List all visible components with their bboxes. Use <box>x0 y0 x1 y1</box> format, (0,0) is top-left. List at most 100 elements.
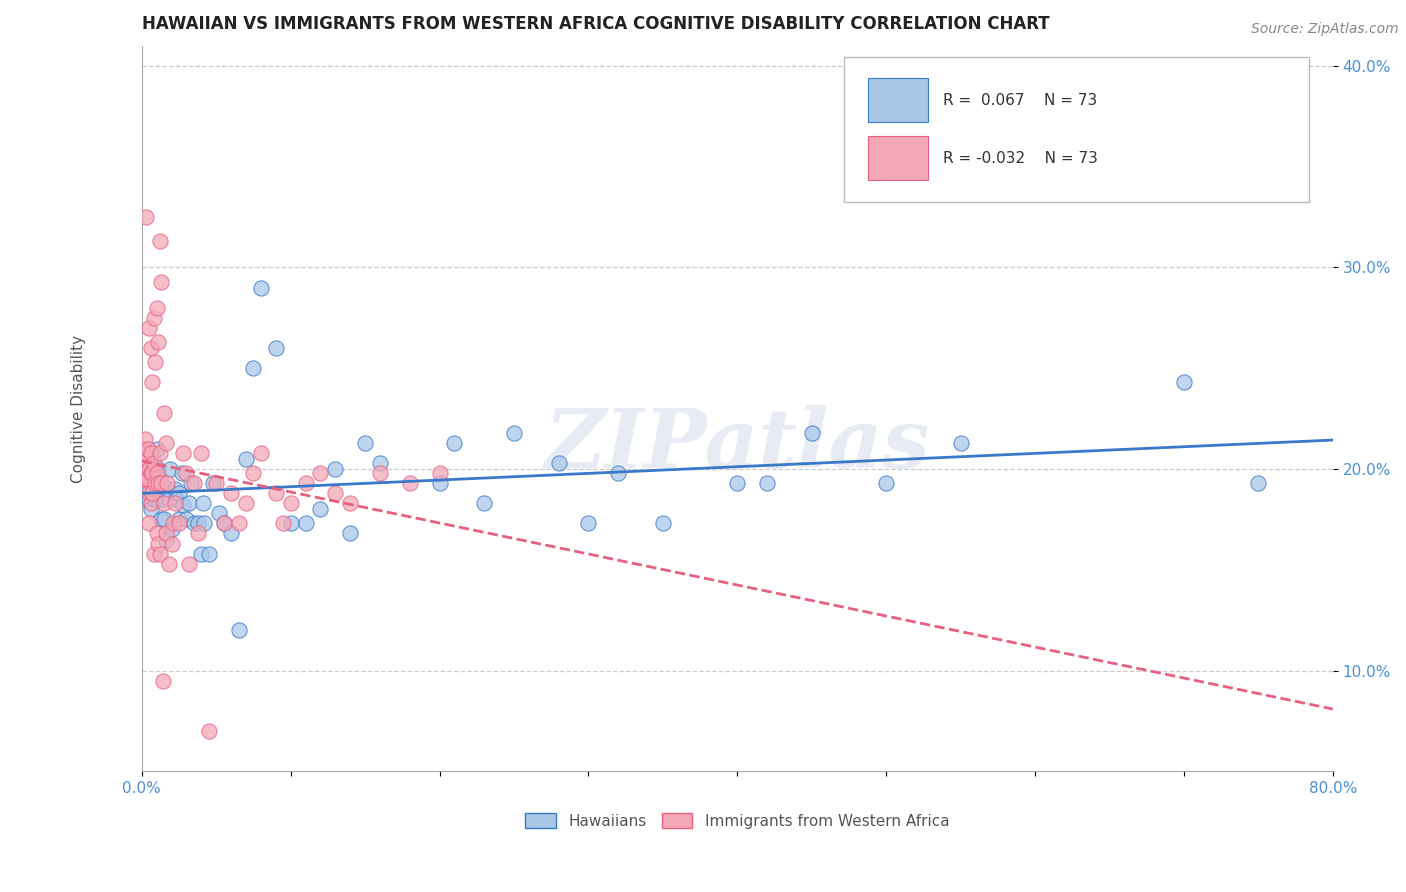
Point <box>146 476 169 491</box>
Point <box>219 526 242 541</box>
Point <box>179 496 201 510</box>
Point <box>197 724 219 739</box>
FancyBboxPatch shape <box>845 56 1309 202</box>
Point <box>235 451 257 466</box>
Point <box>156 476 179 491</box>
Point <box>212 516 235 531</box>
Point <box>280 516 302 531</box>
Point <box>142 462 165 476</box>
Point <box>138 472 160 486</box>
Point <box>145 466 167 480</box>
Legend: Hawaiians, Immigrants from Western Africa: Hawaiians, Immigrants from Western Afric… <box>517 805 956 837</box>
Point <box>250 446 273 460</box>
Point <box>146 462 169 476</box>
Point <box>250 280 273 294</box>
FancyBboxPatch shape <box>869 136 928 180</box>
Point <box>294 476 316 491</box>
Point <box>142 310 165 325</box>
Point <box>429 476 451 491</box>
Point <box>190 547 212 561</box>
Point <box>339 496 361 510</box>
Point <box>139 341 162 355</box>
Point <box>187 526 209 541</box>
Point <box>150 275 173 289</box>
Point <box>208 506 231 520</box>
Y-axis label: Cognitive Disability: Cognitive Disability <box>72 334 86 483</box>
Point <box>146 536 169 550</box>
Text: ZIPatlas: ZIPatlas <box>544 405 929 484</box>
Point <box>578 516 600 531</box>
Point <box>135 482 157 496</box>
Point <box>264 486 287 500</box>
Point <box>547 456 569 470</box>
Point <box>138 492 160 507</box>
Point <box>280 496 302 510</box>
Point <box>235 496 257 510</box>
Point <box>800 425 823 440</box>
Point <box>162 516 184 531</box>
Point <box>163 496 186 510</box>
Point <box>139 466 162 480</box>
Point <box>180 476 202 491</box>
Point <box>167 512 190 526</box>
Point <box>155 526 177 541</box>
Point <box>139 502 162 516</box>
Point <box>146 334 169 349</box>
Point <box>167 516 190 531</box>
Point <box>429 466 451 480</box>
Point <box>176 512 198 526</box>
Point <box>472 496 495 510</box>
Point <box>136 462 159 476</box>
Point <box>183 516 205 531</box>
Point <box>135 451 157 466</box>
Point <box>309 466 332 480</box>
Point <box>135 210 157 224</box>
Point <box>149 234 172 248</box>
Point <box>368 466 391 480</box>
Point <box>443 435 465 450</box>
Point <box>156 482 179 496</box>
Point <box>725 476 748 491</box>
Point <box>141 466 163 480</box>
Point <box>136 472 159 486</box>
Point <box>875 476 897 491</box>
Point <box>172 446 194 460</box>
Point <box>135 451 157 466</box>
Point <box>150 476 173 491</box>
Point <box>190 446 212 460</box>
Point <box>157 492 180 507</box>
Point <box>503 425 526 440</box>
Point <box>294 516 316 531</box>
Point <box>134 492 156 507</box>
Point <box>160 523 183 537</box>
Point <box>212 516 235 531</box>
Point <box>143 476 166 491</box>
Point <box>264 341 287 355</box>
Point <box>138 486 160 500</box>
Point <box>165 492 187 507</box>
Point <box>172 498 194 512</box>
Point <box>141 472 163 486</box>
Point <box>339 526 361 541</box>
Point <box>141 376 163 390</box>
Point <box>142 547 165 561</box>
Point <box>219 486 242 500</box>
Point <box>134 466 156 480</box>
Point <box>136 442 159 456</box>
Point <box>354 435 377 450</box>
Point <box>153 512 176 526</box>
Point <box>135 472 157 486</box>
Text: R =  0.067    N = 73: R = 0.067 N = 73 <box>943 93 1098 108</box>
Point <box>142 456 165 470</box>
Point <box>132 472 155 486</box>
Point <box>756 476 779 491</box>
Point <box>651 516 673 531</box>
Point <box>1247 476 1270 491</box>
Point <box>145 442 167 456</box>
Point <box>179 557 201 571</box>
Point <box>157 557 180 571</box>
Point <box>242 466 264 480</box>
Point <box>139 446 162 460</box>
Point <box>159 462 181 476</box>
Point <box>139 496 162 510</box>
